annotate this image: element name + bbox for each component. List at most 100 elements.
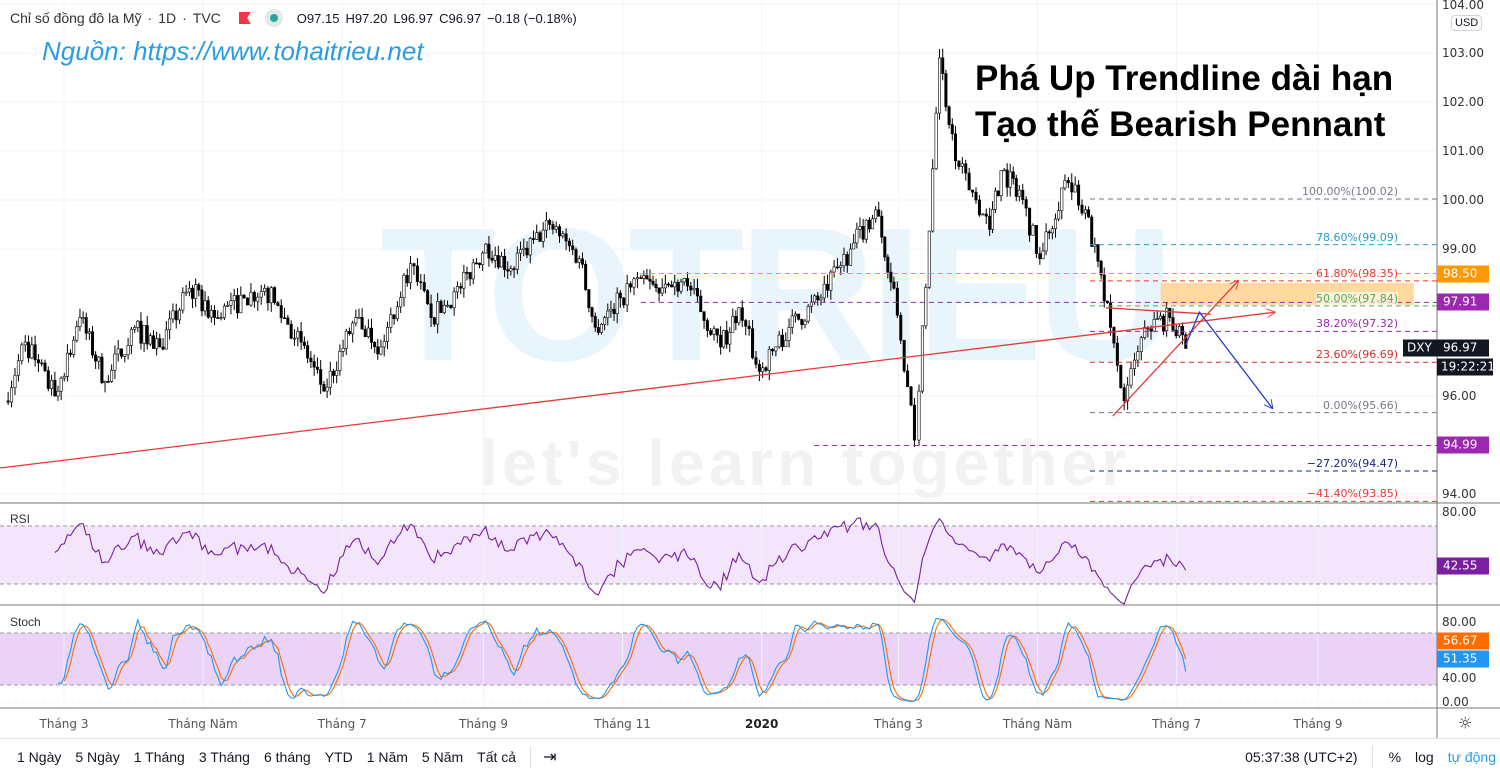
candle-body: [1149, 328, 1153, 332]
candle: [777, 330, 781, 349]
candle-body: [481, 252, 485, 265]
candle: [184, 284, 188, 297]
candle-body: [826, 283, 830, 291]
candle-body: [1017, 189, 1021, 197]
candle-body: [1066, 180, 1070, 184]
candle: [209, 305, 213, 323]
chart-header: Chỉ số đồng đô la Mỹ · 1D · TVC O97.15 H97…: [10, 9, 577, 27]
candle-body: [670, 284, 674, 288]
symbol-title: Chỉ số đồng đô la Mỹ: [10, 10, 142, 26]
fib-label: 23.60%(96.69): [1315, 348, 1398, 362]
candle-body: [934, 112, 938, 170]
candle-body: [1136, 351, 1140, 361]
candle-body: [999, 170, 1003, 196]
candle-body: [839, 265, 843, 268]
settings-icon[interactable]: ☼: [1458, 713, 1473, 733]
candle-body: [797, 313, 801, 320]
candle: [296, 327, 300, 347]
range-5d[interactable]: 5 Ngày: [75, 748, 120, 765]
candle: [62, 372, 66, 382]
candle-body: [276, 302, 280, 306]
candle-body: [126, 345, 130, 356]
source-text: Nguồn: https://www.tohaitrieu.net: [42, 36, 424, 66]
candle-body: [351, 322, 355, 335]
candle: [197, 282, 201, 297]
candle: [790, 309, 794, 335]
candle-body: [449, 304, 453, 309]
candle-body: [366, 327, 370, 338]
candle: [960, 157, 964, 174]
candle-body: [1070, 182, 1074, 193]
candle: [319, 360, 323, 394]
candle: [322, 380, 326, 392]
time-tick: 2020: [744, 717, 779, 731]
range-1y[interactable]: 1 Năm: [366, 748, 408, 765]
candle-body: [938, 57, 942, 114]
candle: [357, 308, 361, 319]
candle-body: [331, 370, 335, 376]
candle: [953, 125, 957, 170]
candle-body: [845, 254, 849, 266]
percent-toggle[interactable]: %: [1388, 748, 1402, 765]
range-5y[interactable]: 5 Năm: [421, 748, 464, 765]
range-1d[interactable]: 1 Ngày: [17, 748, 62, 765]
candle: [56, 385, 60, 401]
candle-body: [43, 362, 47, 371]
candle: [629, 281, 633, 293]
candle: [991, 201, 995, 234]
currency-button[interactable]: USD: [1451, 15, 1483, 31]
log-toggle[interactable]: log: [1415, 748, 1434, 765]
candle-body: [13, 374, 17, 388]
candle: [964, 159, 968, 181]
candle-body: [232, 295, 236, 301]
candle-body: [33, 344, 37, 361]
candle-body: [226, 305, 230, 307]
candle: [239, 286, 243, 314]
candle-body: [924, 287, 928, 327]
candle: [110, 364, 114, 383]
candle: [120, 348, 124, 359]
bottom-toolbar: 1 Ngày 5 Ngày 1 Tháng 3 Tháng 6 tháng YT…: [0, 738, 1500, 774]
candle: [405, 268, 409, 287]
candle: [1143, 320, 1147, 340]
candle: [984, 208, 988, 225]
candle-body: [899, 314, 903, 341]
candle-body: [490, 257, 494, 261]
candle-body: [609, 308, 613, 312]
range-1m[interactable]: 1 Tháng: [133, 748, 185, 765]
candle: [663, 274, 667, 294]
candle: [632, 277, 636, 296]
goto-date-icon[interactable]: ⇥: [543, 748, 557, 766]
candle: [168, 310, 172, 340]
candle-body: [1112, 327, 1116, 344]
candle-body: [436, 301, 440, 325]
candle: [1087, 206, 1091, 219]
ohlc-change: −0.18 (−0.18%): [487, 10, 577, 26]
candle: [187, 281, 191, 297]
candle-body: [892, 281, 896, 289]
candle: [826, 274, 830, 298]
candle-body: [1152, 318, 1156, 332]
range-3m[interactable]: 3 Tháng: [198, 748, 250, 765]
flag-icon[interactable]: [238, 12, 251, 24]
range-ytd[interactable]: YTD: [324, 748, 353, 765]
candle-body: [1031, 225, 1035, 236]
candle-body: [493, 255, 497, 261]
candle: [1093, 237, 1097, 253]
interval[interactable]: 1D: [158, 10, 177, 26]
candle-body: [379, 346, 383, 355]
range-all[interactable]: Tất cả: [477, 748, 517, 765]
candle: [654, 278, 658, 293]
range-6m[interactable]: 6 tháng: [263, 748, 311, 765]
candle: [967, 167, 971, 191]
candle: [465, 266, 469, 281]
auto-toggle[interactable]: tự động: [1447, 748, 1496, 765]
candle-body: [20, 344, 24, 362]
candle: [590, 306, 594, 323]
candle-body: [91, 331, 95, 356]
candle-body: [292, 337, 296, 340]
candle: [618, 290, 622, 308]
candle-body: [551, 224, 555, 230]
candle: [666, 282, 670, 288]
candle: [499, 252, 503, 268]
